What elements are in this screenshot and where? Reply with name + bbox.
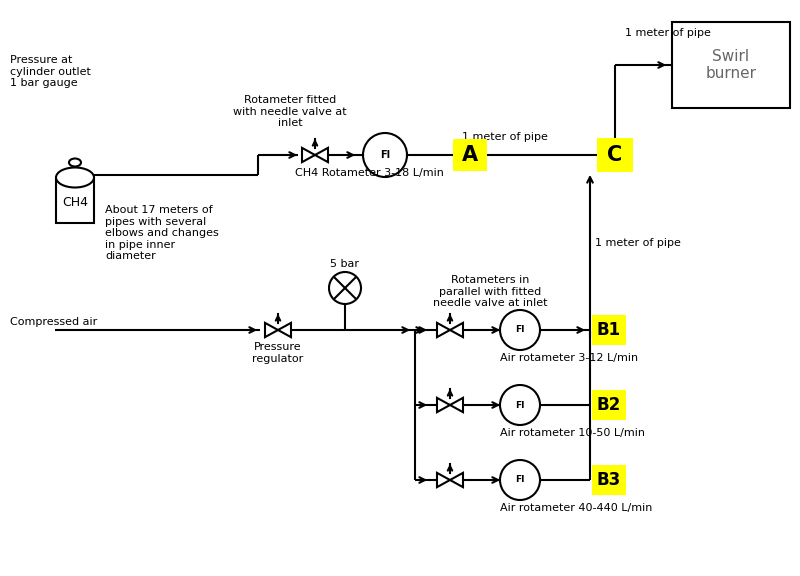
Text: 1 meter of pipe: 1 meter of pipe <box>595 237 681 248</box>
Text: FI: FI <box>515 325 525 335</box>
Ellipse shape <box>56 168 94 188</box>
Text: Air rotameter 10-50 L/min: Air rotameter 10-50 L/min <box>500 428 645 438</box>
Polygon shape <box>450 398 463 412</box>
Polygon shape <box>450 323 463 337</box>
Text: 5 bar: 5 bar <box>330 259 359 269</box>
Text: CH4 Rotameter 3-18 L/min: CH4 Rotameter 3-18 L/min <box>295 168 444 178</box>
Text: Rotameter fitted
with needle valve at
inlet: Rotameter fitted with needle valve at in… <box>233 95 347 128</box>
Text: FI: FI <box>515 400 525 410</box>
FancyBboxPatch shape <box>453 139 487 171</box>
Text: Rotameters in
parallel with fitted
needle valve at inlet: Rotameters in parallel with fitted needl… <box>433 275 547 308</box>
Polygon shape <box>315 148 328 162</box>
Circle shape <box>500 385 540 425</box>
Text: About 17 meters of
pipes with several
elbows and changes
in pipe inner
diameter: About 17 meters of pipes with several el… <box>105 205 218 262</box>
Text: Air rotameter 3-12 L/min: Air rotameter 3-12 L/min <box>500 353 638 363</box>
FancyBboxPatch shape <box>592 315 626 345</box>
Text: Swirl
burner: Swirl burner <box>706 49 757 81</box>
Ellipse shape <box>69 158 81 166</box>
Text: Compressed air: Compressed air <box>10 317 98 327</box>
Text: Air rotameter 40-440 L/min: Air rotameter 40-440 L/min <box>500 503 652 513</box>
FancyBboxPatch shape <box>592 465 626 495</box>
Text: C: C <box>607 145 622 165</box>
FancyBboxPatch shape <box>56 177 94 222</box>
Text: B2: B2 <box>597 396 621 414</box>
Text: B3: B3 <box>597 471 621 489</box>
Text: CH4: CH4 <box>62 196 88 210</box>
Circle shape <box>500 460 540 500</box>
FancyBboxPatch shape <box>597 138 633 172</box>
Text: Pressure at
cylinder outlet
1 bar gauge: Pressure at cylinder outlet 1 bar gauge <box>10 55 91 88</box>
Text: 1 meter of pipe: 1 meter of pipe <box>462 132 548 142</box>
Text: FI: FI <box>515 476 525 484</box>
Text: A: A <box>462 145 478 165</box>
Polygon shape <box>437 473 450 487</box>
Circle shape <box>500 310 540 350</box>
FancyBboxPatch shape <box>672 22 790 108</box>
Polygon shape <box>278 323 291 337</box>
Polygon shape <box>265 323 278 337</box>
Circle shape <box>363 133 407 177</box>
Polygon shape <box>450 473 463 487</box>
Text: FI: FI <box>380 150 390 160</box>
Text: B1: B1 <box>597 321 621 339</box>
Text: Pressure
regulator: Pressure regulator <box>252 342 304 363</box>
Polygon shape <box>437 323 450 337</box>
Polygon shape <box>437 398 450 412</box>
Polygon shape <box>302 148 315 162</box>
FancyBboxPatch shape <box>592 390 626 420</box>
Text: 1 meter of pipe: 1 meter of pipe <box>625 28 711 38</box>
Circle shape <box>329 272 361 304</box>
